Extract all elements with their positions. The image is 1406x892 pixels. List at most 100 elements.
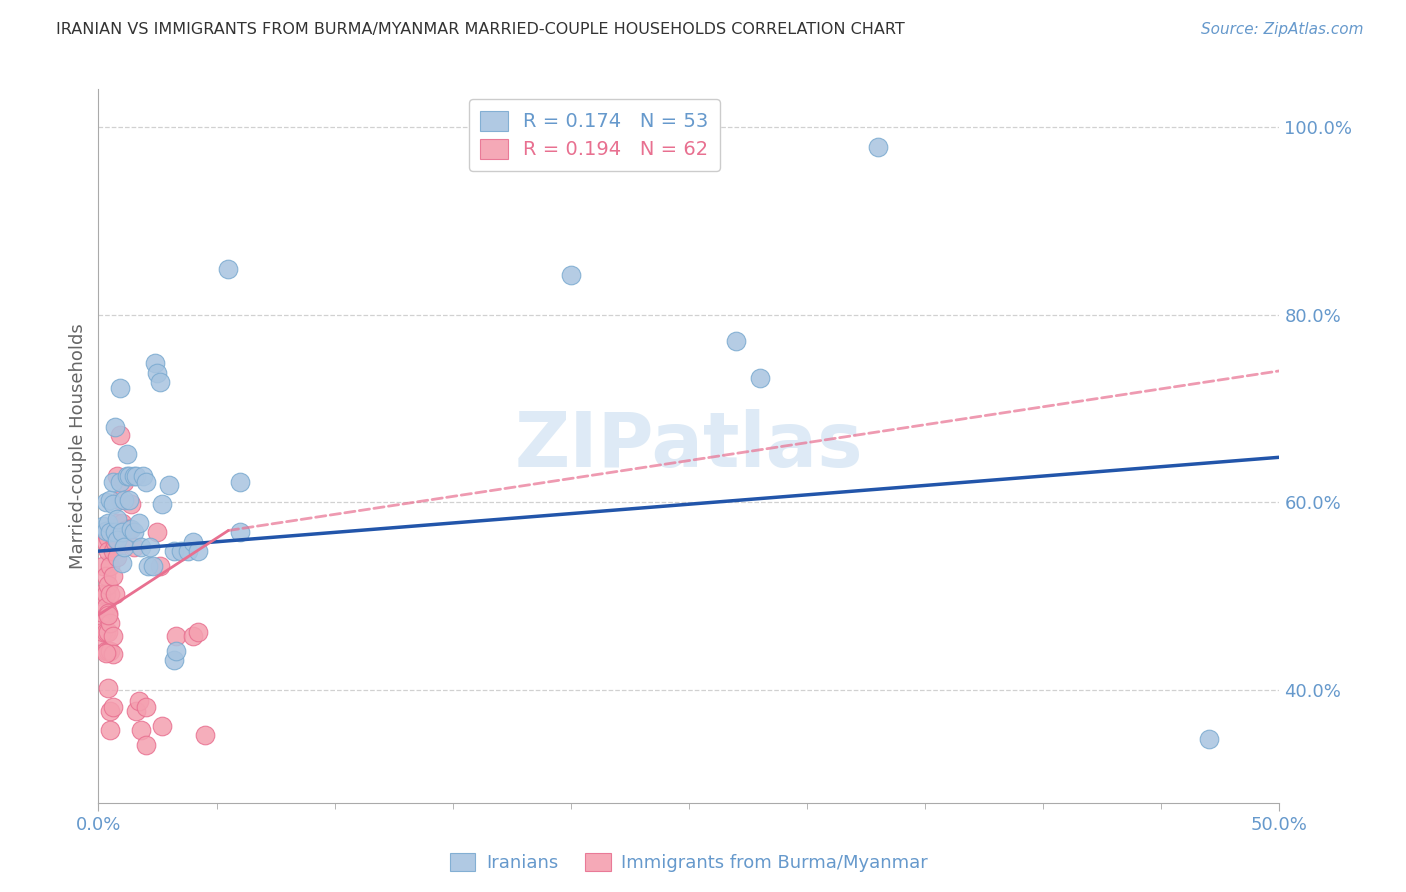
Point [101, 700, 124, 714]
Point [181, 629, 204, 643]
Legend: Iranians, Immigrants from Burma/Myanmar: Iranians, Immigrants from Burma/Myanmar [443, 846, 935, 880]
Point [121, 497, 143, 511]
Point [101, 475, 124, 489]
Point [94, 568, 117, 582]
Point [108, 493, 131, 508]
Y-axis label: Married-couple Households: Married-couple Households [69, 323, 87, 569]
Point [122, 469, 145, 483]
Point [90, 629, 112, 643]
Point [105, 512, 128, 526]
Point [101, 629, 124, 643]
Point [122, 541, 145, 555]
Point [105, 516, 128, 530]
Point [187, 624, 209, 639]
Point [98, 704, 121, 718]
Point [142, 559, 165, 574]
Point [229, 475, 252, 489]
Point [104, 587, 127, 601]
Point [90, 587, 112, 601]
Point [150, 497, 173, 511]
Point [90, 615, 112, 630]
Point [111, 557, 134, 571]
Point [725, 334, 748, 348]
Point [98, 493, 121, 508]
Point [132, 469, 155, 483]
Point [165, 643, 187, 657]
Point [105, 469, 128, 483]
Point [139, 541, 162, 555]
Point [111, 516, 134, 530]
Point [163, 544, 186, 558]
Point [146, 525, 169, 540]
Point [91, 559, 114, 574]
Point [105, 533, 128, 547]
Point [112, 475, 135, 489]
Point [217, 262, 239, 277]
Point [129, 541, 152, 555]
Point [128, 694, 150, 708]
Point [115, 446, 138, 460]
Point [94, 525, 117, 540]
Point [111, 525, 134, 540]
Point [97, 606, 120, 620]
Point [91, 518, 114, 533]
Point [105, 549, 128, 564]
Point [194, 728, 217, 742]
Point [177, 544, 200, 558]
Point [163, 653, 186, 667]
Point [101, 544, 124, 558]
Point [97, 681, 120, 696]
Point [98, 723, 121, 737]
Point [104, 525, 127, 540]
Point [94, 495, 117, 509]
Point [94, 646, 117, 660]
Point [115, 469, 138, 483]
Point [560, 268, 582, 282]
Point [91, 624, 114, 639]
Point [108, 475, 131, 489]
Text: IRANIAN VS IMMIGRANTS FROM BURMA/MYANMAR MARRIED-COUPLE HOUSEHOLDS CORRELATION C: IRANIAN VS IMMIGRANTS FROM BURMA/MYANMAR… [56, 22, 905, 37]
Point [98, 587, 121, 601]
Point [97, 531, 120, 545]
Point [112, 525, 135, 540]
Point [101, 648, 124, 662]
Point [94, 587, 117, 601]
Point [187, 544, 209, 558]
Point [112, 541, 135, 555]
Point [108, 381, 131, 395]
Point [229, 525, 252, 540]
Point [135, 700, 157, 714]
Point [101, 497, 124, 511]
Point [97, 607, 120, 622]
Point [97, 624, 120, 639]
Point [165, 629, 187, 643]
Point [122, 525, 145, 540]
Point [135, 738, 157, 752]
Point [112, 493, 135, 508]
Point [150, 719, 173, 733]
Point [108, 525, 131, 540]
Point [94, 534, 117, 549]
Point [157, 478, 180, 492]
Point [98, 559, 121, 574]
Point [94, 624, 117, 639]
Point [1198, 731, 1220, 746]
Point [118, 522, 141, 536]
Point [104, 531, 127, 545]
Point [866, 140, 889, 154]
Point [118, 469, 141, 483]
Point [149, 375, 172, 389]
Point [149, 559, 172, 574]
Point [121, 522, 143, 536]
Point [143, 356, 166, 370]
Point [97, 643, 120, 657]
Point [104, 534, 127, 549]
Text: ZIPatlas: ZIPatlas [515, 409, 863, 483]
Point [97, 544, 120, 558]
Point [91, 606, 114, 620]
Point [128, 516, 150, 530]
Point [125, 469, 148, 483]
Point [97, 516, 120, 530]
Point [108, 427, 131, 442]
Point [104, 420, 127, 434]
